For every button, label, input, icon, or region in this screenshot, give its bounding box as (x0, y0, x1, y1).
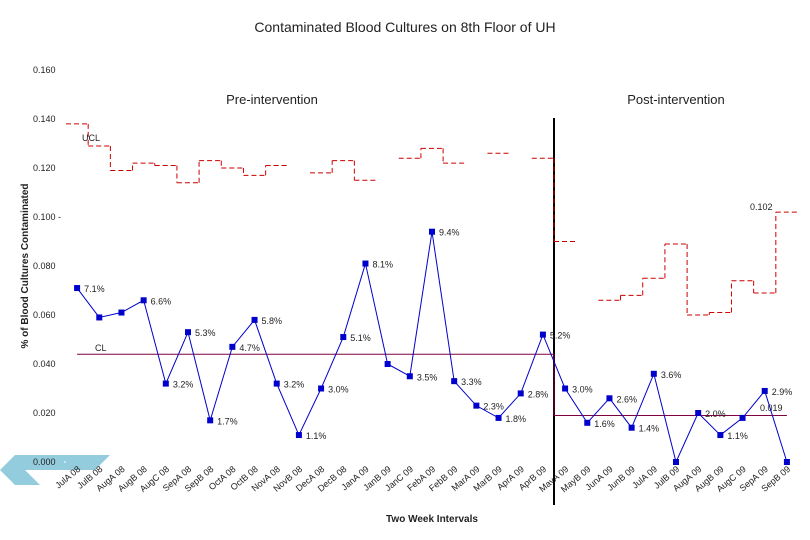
y-tick-label: 0.140 (33, 114, 56, 124)
y-tick-label: 0.060 (33, 310, 56, 320)
data-point (318, 385, 325, 392)
data-point (384, 361, 391, 367)
data-label: 5.2% (550, 331, 571, 341)
annotation: Post-intervention (627, 92, 725, 107)
y-tick-label: 0.020 (33, 408, 56, 418)
data-point (207, 417, 214, 424)
cl-label: CL (95, 343, 107, 353)
data-label: 2.3% (483, 402, 504, 412)
data-label: 1.4% (639, 424, 660, 434)
data-label: 4.7% (239, 343, 260, 353)
data-label: 2.6% (616, 394, 637, 404)
y-tick-label: 0.000 (33, 457, 56, 467)
ucl-end-label: 0.102 (750, 202, 773, 212)
data-label: 5.8% (262, 316, 283, 326)
ucl-label: UCL (82, 133, 100, 143)
data-label: 6.6% (151, 296, 172, 306)
data-label: 2.8% (528, 389, 549, 399)
data-label: 3.2% (284, 380, 305, 390)
y-tick-label: 0.160 (33, 65, 56, 75)
data-label: 5.3% (195, 328, 216, 338)
data-label: 3.6% (661, 370, 682, 380)
data-point (539, 331, 546, 338)
data-label: 1.7% (217, 416, 238, 426)
data-point (562, 385, 569, 392)
data-label: 5.1% (350, 333, 371, 343)
data-line (76, 231, 788, 464)
data-point (162, 380, 169, 387)
data-label: 1.8% (506, 414, 527, 424)
data-label: 1.6% (594, 419, 615, 429)
data-label: 3.0% (328, 385, 349, 395)
data-point (606, 395, 613, 402)
y-tick-label: 0.080 (33, 261, 56, 271)
data-point (340, 334, 347, 341)
data-point (673, 459, 679, 465)
data-label: 7.1% (84, 284, 105, 294)
data-label: 8.1% (372, 260, 393, 270)
data-label: 3.2% (173, 380, 194, 390)
annotation: Pre-intervention (226, 92, 318, 107)
data-point (584, 419, 591, 426)
data-point (429, 228, 435, 235)
data-point (761, 387, 768, 394)
data-point (96, 314, 103, 321)
x-axis-label: Two Week Intervals (386, 514, 478, 525)
data-point (650, 370, 657, 377)
y-axis-label: % of Blood Cultures Contaminated (20, 184, 31, 349)
data-point (451, 378, 458, 385)
data-point (74, 285, 81, 292)
data-point (251, 316, 258, 323)
y-tick-label: 0.100 - (33, 212, 61, 222)
data-point (406, 373, 413, 380)
data-point (362, 260, 369, 267)
data-label: 1.1% (727, 431, 748, 441)
data-point (229, 343, 236, 350)
data-label: 3.5% (417, 372, 438, 382)
data-label: 2.0% (705, 409, 726, 419)
decoration (0, 455, 110, 485)
data-point (717, 432, 724, 439)
y-tick-label: 0.040 (33, 359, 56, 369)
data-point (140, 297, 147, 304)
data-point (273, 380, 280, 387)
data-point (517, 390, 524, 397)
data-point (495, 414, 502, 421)
data-label: 9.4% (439, 228, 460, 238)
data-point (118, 309, 125, 316)
data-point (783, 459, 790, 465)
data-point (295, 432, 302, 439)
data-label: 3.3% (461, 377, 482, 387)
data-point (739, 414, 746, 421)
data-label: 1.1% (306, 431, 327, 441)
data-label: 2.9% (772, 387, 793, 397)
chart-title: Contaminated Blood Cultures on 8th Floor… (254, 19, 555, 35)
data-label: 3.0% (572, 385, 593, 395)
cl-end-label: 0.019 (760, 403, 783, 413)
data-point (185, 329, 191, 336)
data-point (695, 410, 702, 416)
data-point (473, 402, 480, 409)
data-point (628, 424, 635, 431)
y-tick-label: 0.120 (33, 163, 56, 173)
cl-line (77, 353, 787, 416)
